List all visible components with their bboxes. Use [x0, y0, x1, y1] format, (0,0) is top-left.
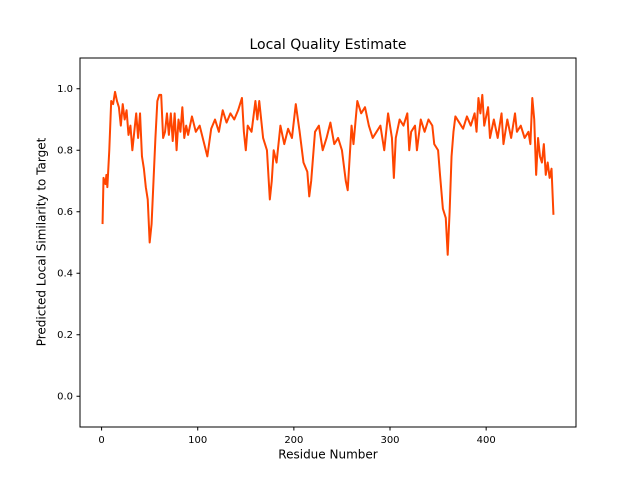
y-tick-label: 0.6: [57, 207, 73, 218]
data-line: [101, 90, 555, 256]
y-tick-label: 0.2: [57, 330, 73, 341]
x-tick-label: 400: [477, 435, 496, 446]
y-axis-label: Predicted Local Similarity to Target: [35, 137, 49, 346]
x-tick-label: 200: [284, 435, 303, 446]
y-tick-label: 1.0: [57, 84, 73, 95]
x-axis-label: Residue Number: [278, 448, 377, 462]
x-tick-label: 0: [98, 435, 104, 446]
chart-title: Local Quality Estimate: [249, 37, 406, 53]
y-tick-label: 0.0: [57, 391, 73, 402]
plot-frame: [79, 57, 577, 428]
y-tick-label: 0.4: [57, 268, 73, 279]
y-tick-label: 0.8: [57, 145, 73, 156]
x-tick-label: 300: [380, 435, 399, 446]
x-tick-label: 100: [188, 435, 207, 446]
